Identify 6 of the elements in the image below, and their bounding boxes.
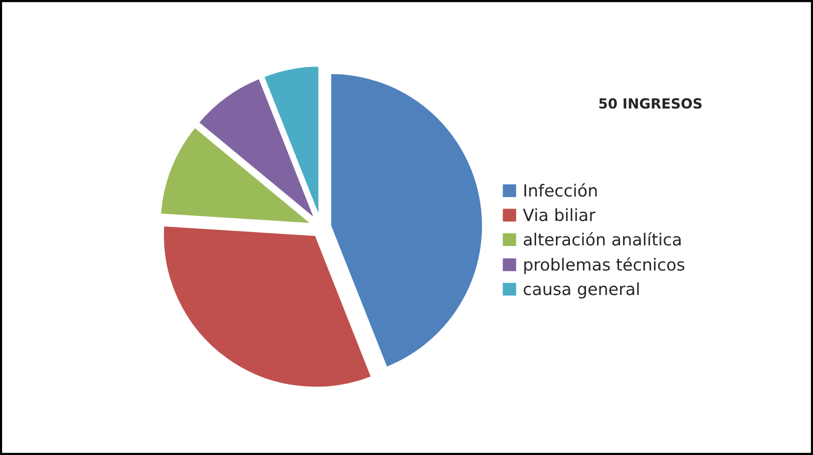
legend-label: alteración analítica [524,232,681,246]
legend-label: Infección [524,183,597,197]
text: 50 INGRESOS [599,98,702,109]
legend-label: Via biliar [522,208,596,222]
legend-label: problemas técnicos [524,257,684,274]
legend-label: causa general [524,282,639,298]
